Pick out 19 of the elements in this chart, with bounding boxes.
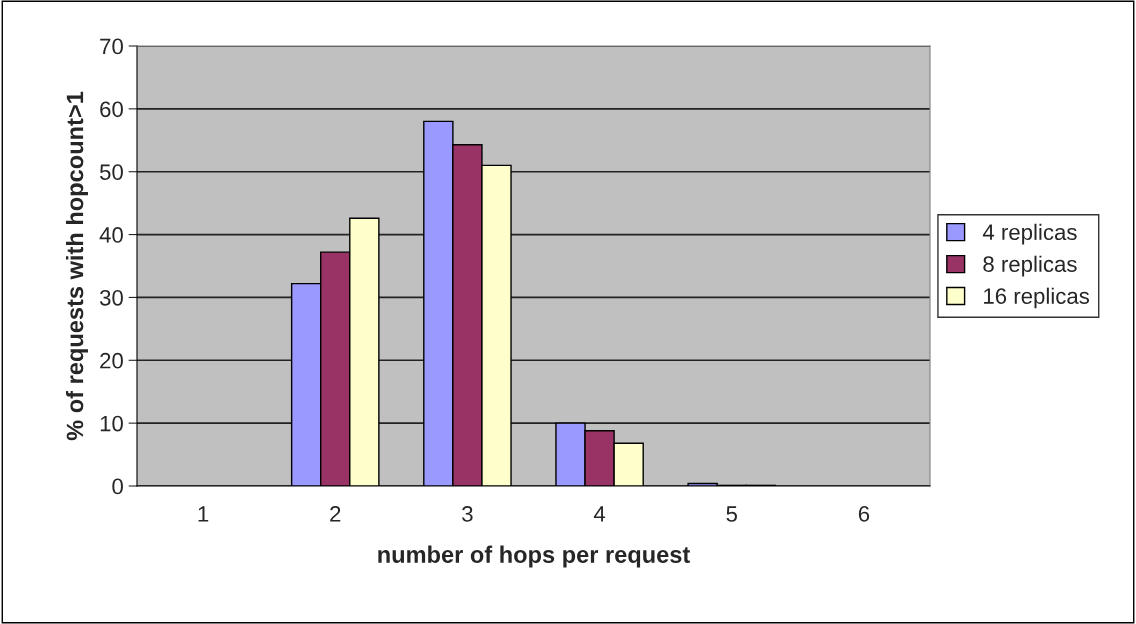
y-tick-label: 10	[100, 415, 123, 432]
y-tick-label: 30	[99, 289, 123, 306]
x-tick-label: 2	[330, 506, 341, 522]
x-axis-title: number of hops per request	[378, 545, 690, 568]
y-tick-label: 0	[112, 478, 123, 495]
legend-label: 4 replicas	[982, 223, 1077, 245]
x-tick-label: 1	[198, 506, 209, 522]
y-tick-label: 50	[99, 164, 123, 180]
y-tick-label: 40	[99, 227, 123, 243]
x-tick-label: 6	[858, 506, 870, 522]
y-tick-label: 70	[100, 38, 123, 55]
legend-label: 16 replicas	[984, 287, 1090, 309]
x-tick-label: 5	[726, 506, 737, 522]
y-tick-label: 60	[100, 101, 123, 118]
x-tick-label: 4	[593, 506, 606, 522]
y-axis-title: % of requests with hopcount>1	[65, 91, 88, 441]
x-tick-label: 3	[462, 506, 473, 522]
legend-label: 8 replicas	[983, 255, 1077, 277]
y-tick-label: 20	[100, 352, 123, 369]
